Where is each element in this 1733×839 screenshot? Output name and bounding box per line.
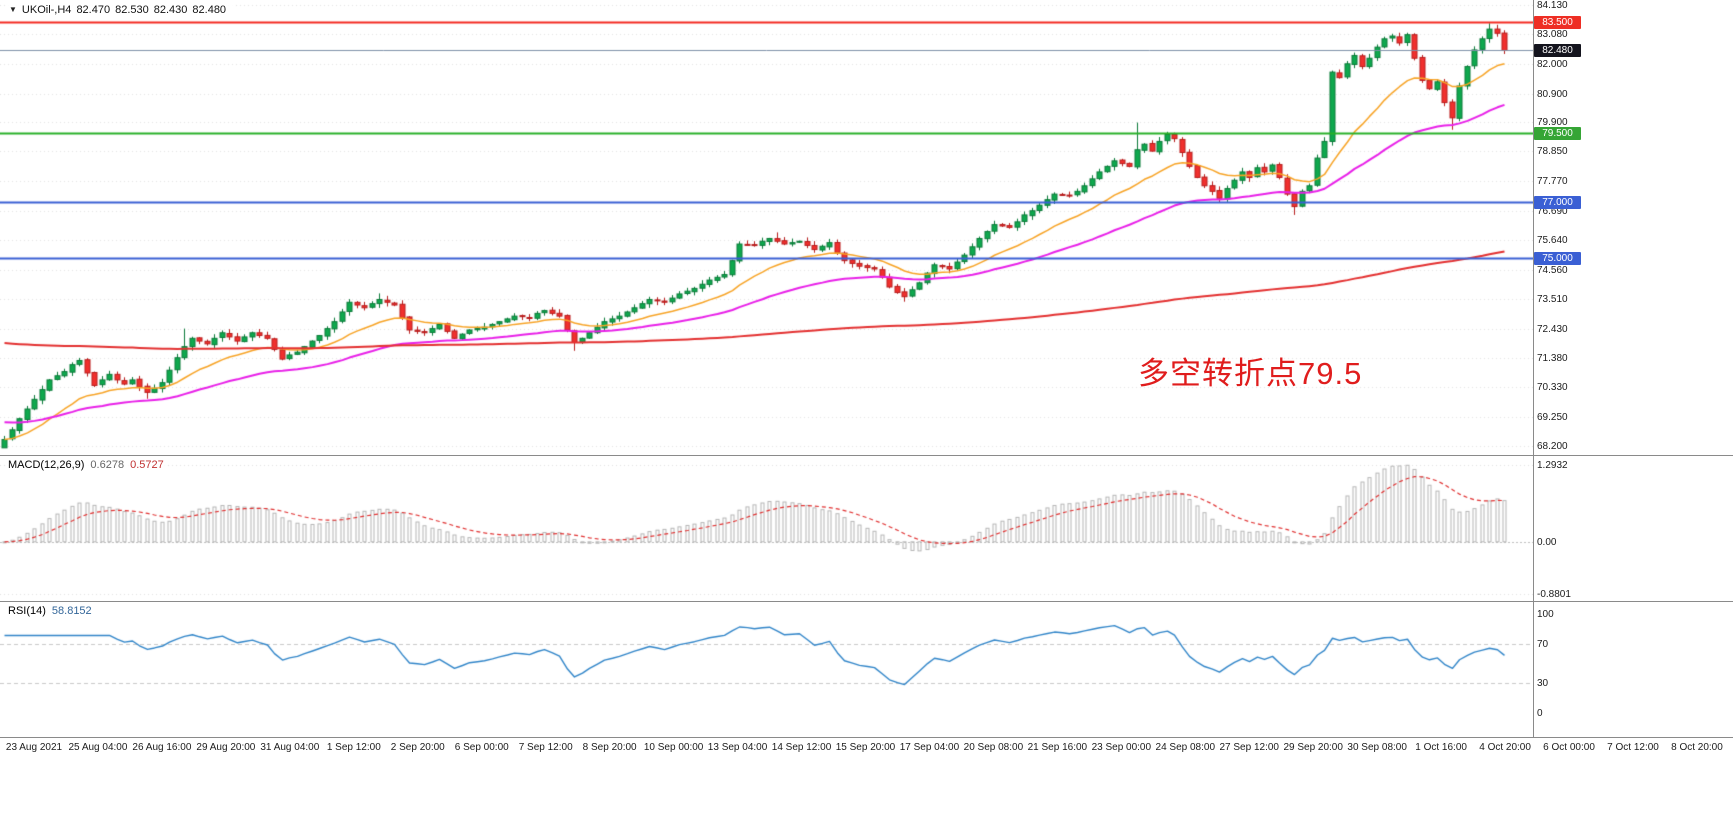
macd-label: MACD(12,26,9) 0.6278 0.5727 [6,459,166,471]
high-value: 82.530 [115,4,149,16]
time-tick-label: 20 Sep 08:00 [963,742,1024,753]
time-tick-label: 24 Sep 08:00 [1155,742,1216,753]
time-tick-label: 4 Oct 20:00 [1479,742,1531,753]
time-tick-label: 7 Sep 12:00 [518,742,573,753]
time-tick-label: 29 Aug 20:00 [196,742,256,753]
panel-separator [0,601,1733,602]
time-tick-label: 1 Sep 12:00 [326,742,381,753]
time-tick-label: 8 Sep 20:00 [582,742,637,753]
time-tick-label: 31 Aug 04:00 [260,742,320,753]
price-tick-label: 68.200 [1537,441,1568,452]
time-tick-label: 25 Aug 04:00 [68,742,128,753]
time-tick-label: 30 Sep 08:00 [1347,742,1407,753]
close-value: 82.480 [192,4,227,16]
macd-signal-value: 0.5727 [130,459,164,471]
time-tick-label: 14 Sep 12:00 [771,742,832,753]
rsi-value: 58.8152 [51,605,92,617]
price-tick-label: 69.250 [1537,412,1568,423]
price-scale-border [1533,0,1534,737]
rsi-axis-label: 30 [1537,678,1549,689]
time-tick-label: 7 Oct 12:00 [1607,742,1659,753]
macd-name: MACD(12,26,9) [8,459,85,471]
price-tick-label: 77.770 [1537,176,1568,187]
rsi-label: RSI(14) 58.8152 [6,605,94,617]
price-badge: 79.500 [1534,127,1581,140]
time-tick-label: 26 Aug 16:00 [132,742,192,753]
price-badge: 75.000 [1534,252,1581,265]
time-tick-label: 13 Sep 04:00 [707,742,768,753]
time-tick-label: 15 Sep 20:00 [835,742,896,753]
price-tick-label: 78.850 [1537,146,1568,157]
macd-main-value: 0.6278 [90,459,125,471]
rsi-indicator-canvas[interactable] [0,602,1533,737]
low-value: 82.430 [153,4,188,16]
time-axis[interactable]: 23 Aug 2021 25 Aug 04:00 26 Aug 16:00 29 Au… [0,737,1733,762]
panel-separator [0,455,1733,456]
price-badge: 82.480 [1534,44,1581,57]
time-tick-label: 1 Oct 16:00 [1415,742,1467,753]
price-tick-label: 80.900 [1537,89,1568,100]
price-chart-canvas[interactable] [0,0,1533,455]
price-tick-label: 82.000 [1537,59,1568,70]
chart-title: ▼ UKOil-,H4 82.470 82.530 82.430 82.480 [6,3,235,17]
time-tick-label: 6 Oct 00:00 [1543,742,1595,753]
rsi-axis-label: 0 [1537,708,1543,719]
price-tick-label: 73.510 [1537,294,1568,305]
macd-axis-label: 1.2932 [1537,460,1568,471]
rsi-axis-label: 100 [1537,609,1554,620]
macd-axis-label: 0.00 [1537,537,1557,548]
symbol-label: UKOil-,H4 [21,4,72,16]
time-tick-label: 23 Aug 2021 [5,742,63,753]
price-tick-label: 84.130 [1537,0,1568,11]
panel-separator [0,737,1733,738]
time-tick-label: 21 Sep 16:00 [1027,742,1088,753]
time-tick-label: 6 Sep 00:00 [454,742,509,753]
price-tick-label: 72.430 [1537,324,1568,335]
rsi-axis-label: 70 [1537,639,1549,650]
time-tick-label: 27 Sep 12:00 [1219,742,1279,753]
time-tick-label: 17 Sep 04:00 [899,742,960,753]
annotation-text: 多空转折点79.5 [1138,356,1363,391]
macd-axis-label: -0.8801 [1537,589,1571,600]
rsi-name: RSI(14) [8,605,46,617]
symbol-marker-icon: ▼ [9,5,17,14]
macd-indicator-canvas[interactable] [0,456,1533,601]
time-tick-label: 29 Sep 20:00 [1283,742,1343,753]
price-tick-label: 83.080 [1537,29,1568,40]
time-tick-label: 2 Sep 20:00 [390,742,445,753]
price-tick-label: 75.640 [1537,235,1568,246]
time-tick-label: 8 Oct 20:00 [1671,742,1723,753]
time-tick-label: 23 Sep 00:00 [1091,742,1152,753]
price-tick-label: 70.330 [1537,382,1568,393]
price-tick-label: 71.380 [1537,353,1568,364]
open-value: 82.470 [76,4,111,16]
price-tick-label: 79.900 [1537,117,1568,128]
time-tick-label: 10 Sep 00:00 [643,742,704,753]
price-badge: 83.500 [1534,16,1581,29]
price-badge: 77.000 [1534,196,1581,209]
price-tick-label: 76.690 [1537,206,1568,217]
price-tick-label: 74.560 [1537,265,1568,276]
